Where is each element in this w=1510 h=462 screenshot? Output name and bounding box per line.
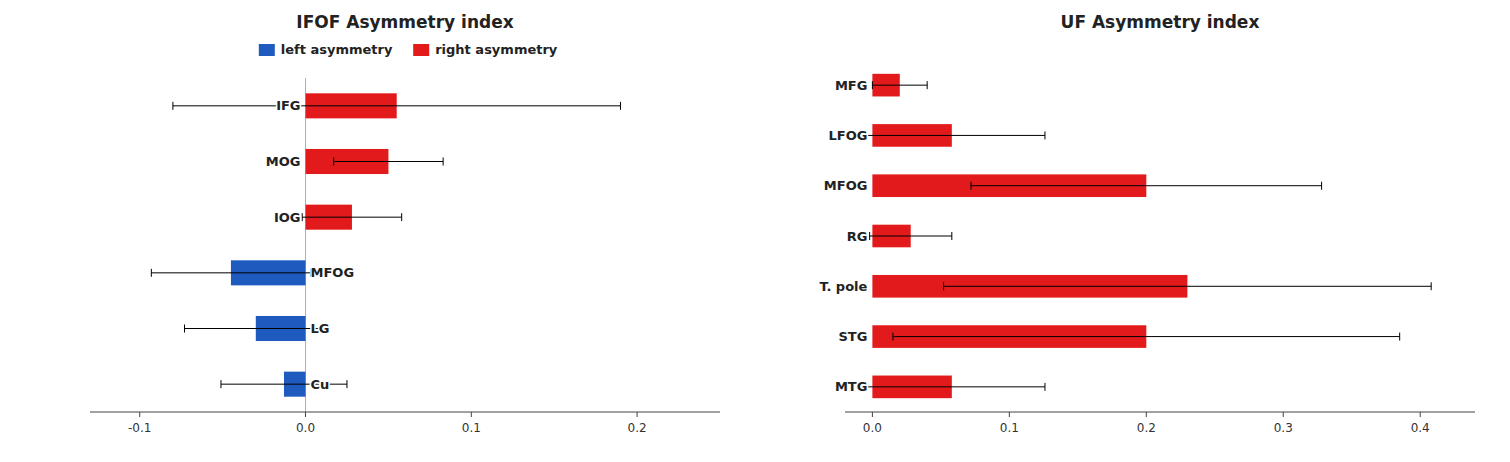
legend-swatch	[413, 44, 429, 56]
category-label: LG	[311, 321, 330, 336]
error-bar	[872, 81, 927, 89]
tick-label: 0.1	[1000, 421, 1019, 435]
tick-label: 0.0	[296, 421, 315, 435]
tick-label: 0.0	[863, 421, 882, 435]
tick-label: 0.2	[1137, 421, 1156, 435]
tick-mark	[637, 412, 638, 417]
category-label: RG	[847, 229, 868, 244]
figure: IFOF Asymmetry index left asymmetry right …	[0, 0, 1510, 462]
legend-swatch	[259, 44, 275, 56]
legend-label: left asymmetry	[281, 42, 393, 57]
x-axis-line	[845, 412, 1475, 413]
category-label: MFOG	[824, 178, 868, 193]
tick-mark	[1420, 412, 1421, 417]
chart-panel: UF Asymmetry index MFG LFOG MFOG RG T. pole ST…	[755, 0, 1510, 462]
category-label: STG	[838, 329, 867, 344]
category-labels: MFOG LG Cu IFG MOG IOG	[266, 98, 354, 391]
tick-mark	[872, 412, 873, 417]
tick-mark	[471, 412, 472, 417]
error-bar	[151, 269, 310, 277]
tick-mark	[139, 412, 140, 417]
error-bar	[859, 131, 1045, 139]
error-bar	[334, 158, 443, 166]
legend: left asymmetry right asymmetry	[259, 42, 558, 57]
chart-title: UF Asymmetry index	[1061, 12, 1260, 32]
error-bar	[944, 282, 1432, 290]
category-label: MFG	[835, 78, 868, 93]
tick-label: -0.1	[128, 421, 151, 435]
chart-title: IFOF Asymmetry index	[296, 12, 513, 32]
plot-marks	[151, 78, 620, 412]
chart-panel: IFOF Asymmetry index left asymmetry right …	[0, 0, 755, 462]
category-labels: MFG LFOG MFOG RG T. pole STG MTG	[820, 78, 868, 395]
tick-label: 0.3	[1274, 421, 1293, 435]
error-bar	[870, 232, 952, 240]
plot-marks	[859, 74, 1431, 398]
error-bar	[173, 102, 621, 110]
category-label: MOG	[266, 154, 301, 169]
category-label: Cu	[311, 377, 330, 392]
tick-mark	[1146, 412, 1147, 417]
category-label: LFOG	[829, 128, 868, 143]
category-label: IOG	[274, 210, 301, 225]
category-label: IFG	[276, 98, 300, 113]
category-label: MTG	[835, 379, 867, 394]
tick-mark	[305, 412, 306, 417]
error-bar	[971, 182, 1322, 190]
error-bar	[859, 383, 1045, 391]
tick-label: 0.4	[1411, 421, 1430, 435]
legend-label: right asymmetry	[435, 42, 558, 57]
error-bar	[185, 325, 328, 333]
error-bar	[302, 213, 401, 221]
category-label: T. pole	[820, 279, 868, 294]
category-label: MFOG	[311, 265, 355, 280]
tick-mark	[1283, 412, 1284, 417]
tick-mark	[1009, 412, 1010, 417]
zero-line	[305, 78, 306, 412]
x-axis-line	[90, 412, 720, 413]
error-bar	[893, 333, 1400, 341]
tick-label: 0.2	[628, 421, 647, 435]
tick-label: 0.1	[462, 421, 481, 435]
